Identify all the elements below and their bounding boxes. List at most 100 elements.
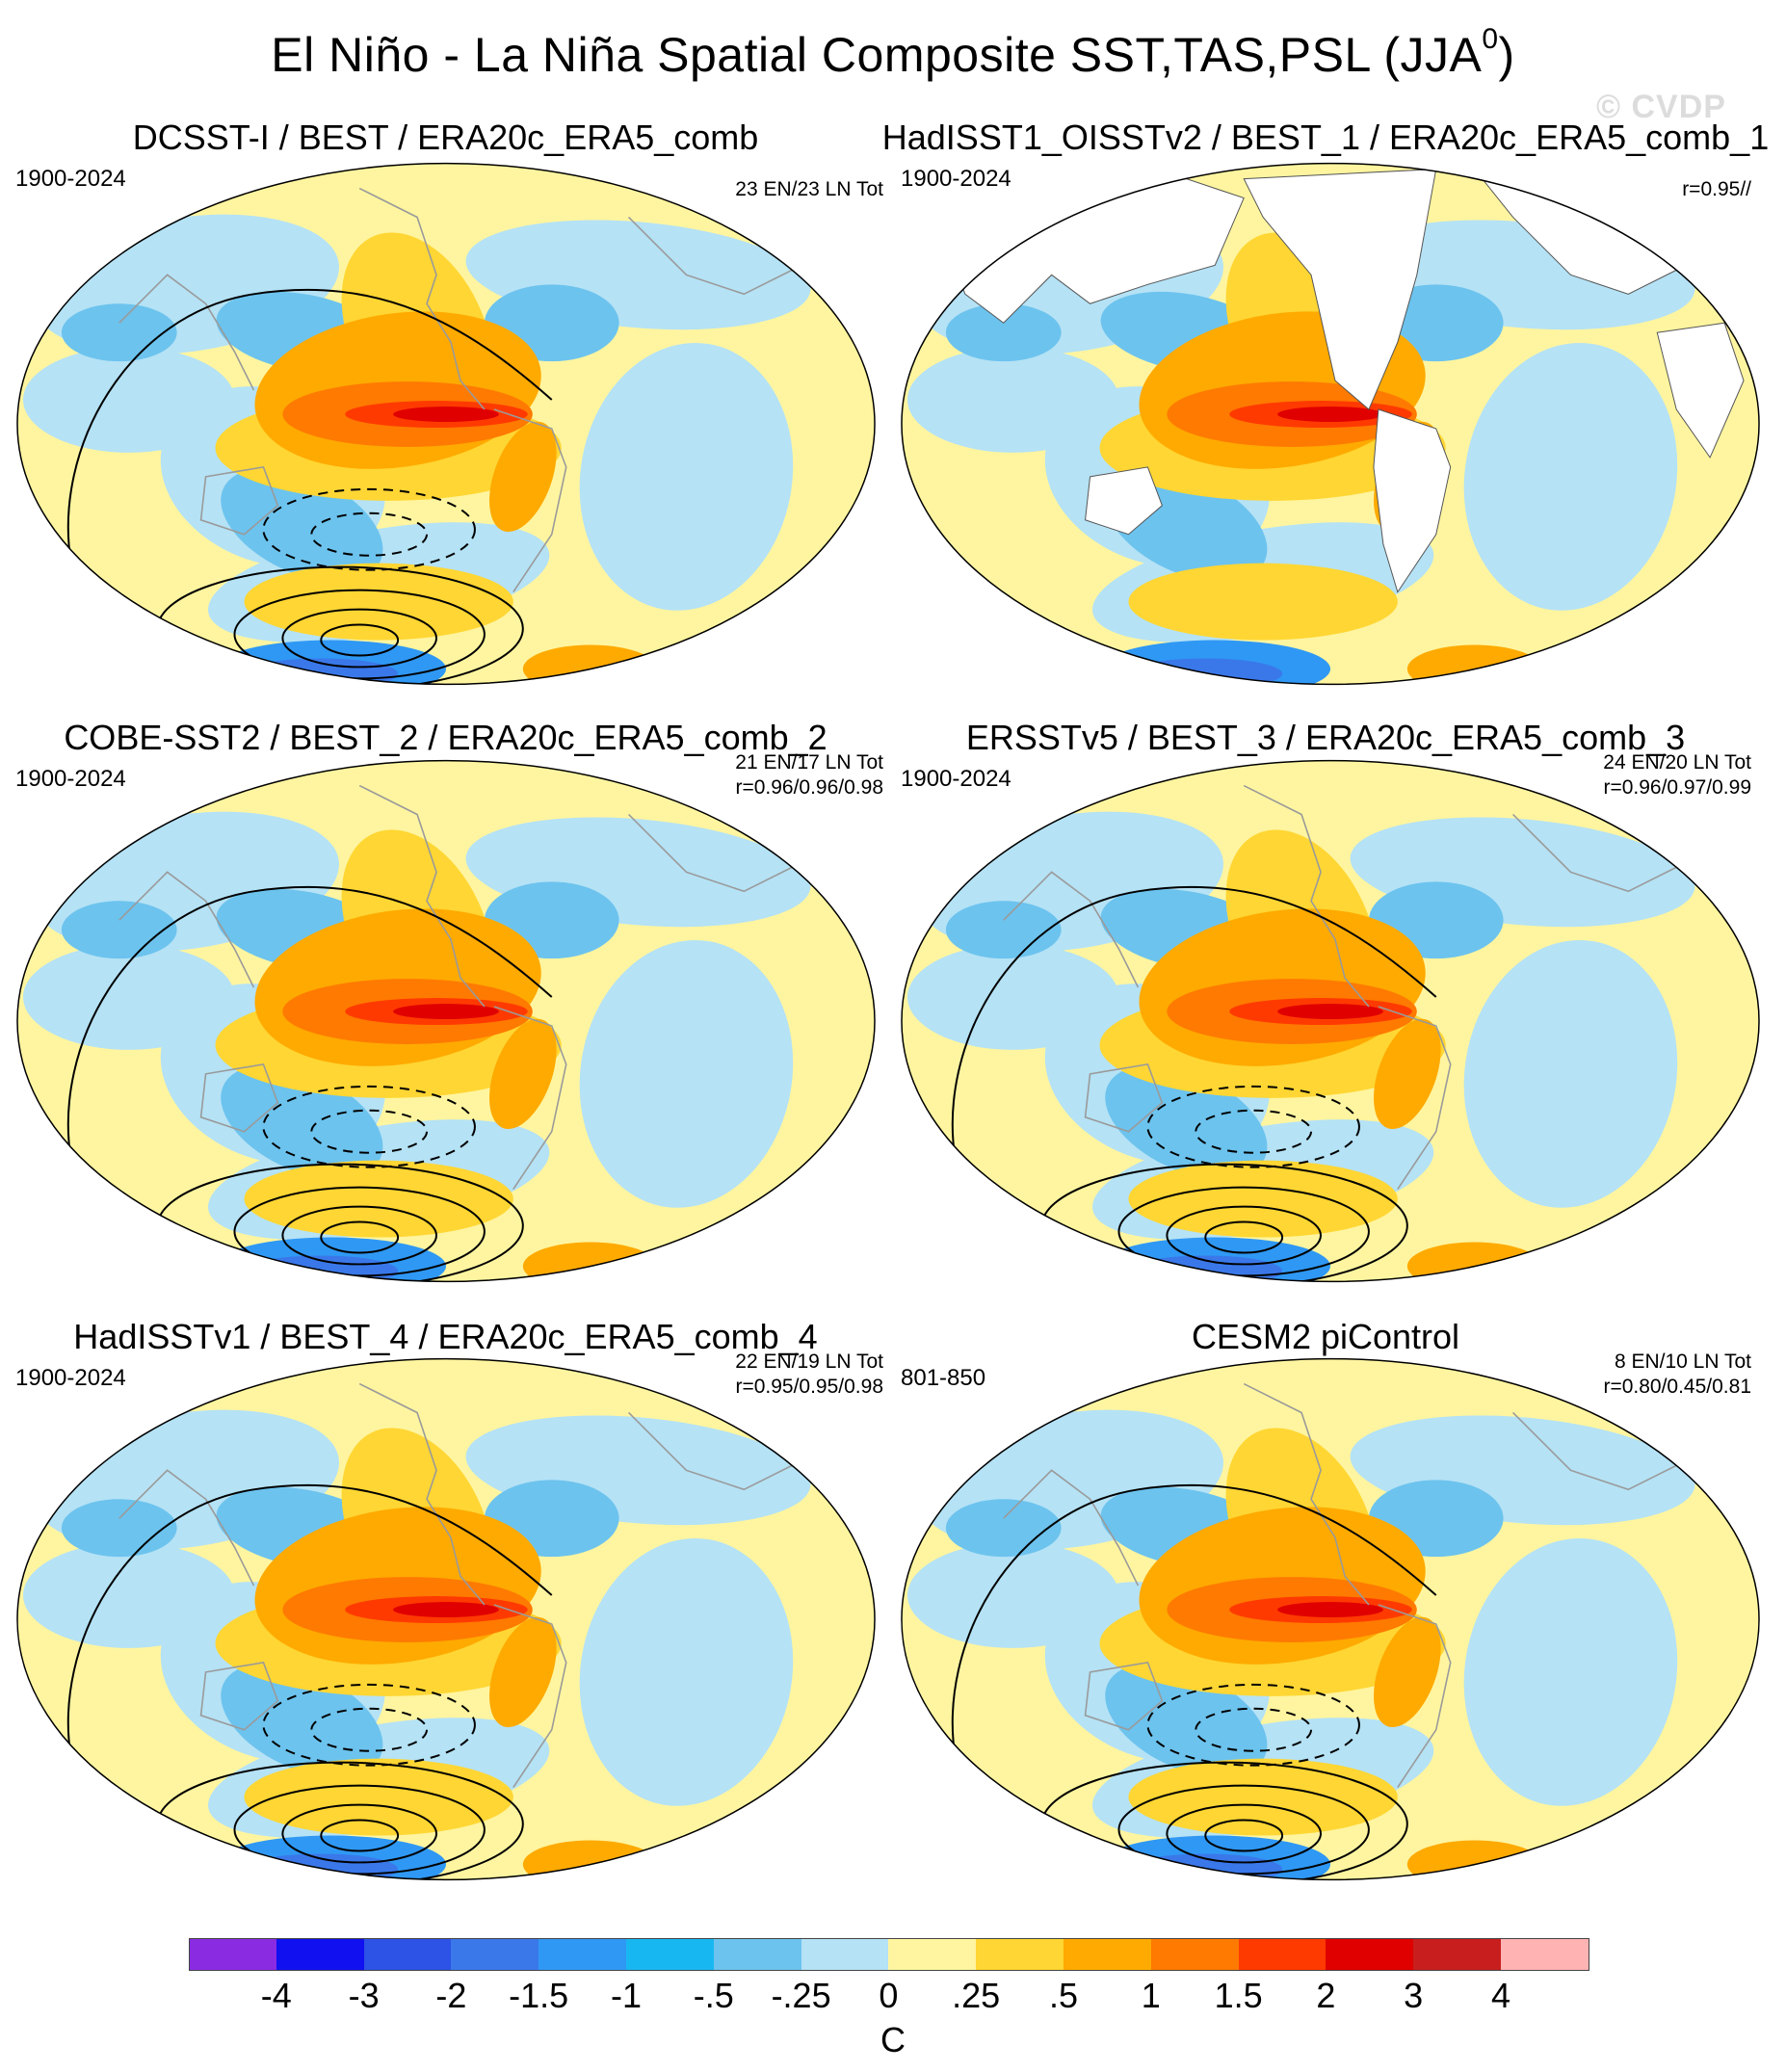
colorbar-tick-label: 2: [1316, 1976, 1336, 2015]
coastline-south-america: [493, 1006, 567, 1191]
southern-warm: [1128, 563, 1398, 641]
colorbar-swatch: [451, 1938, 539, 1971]
colorbar-swatch: [626, 1938, 715, 1971]
panel-4-map: [901, 759, 1760, 1283]
blue-patch: [61, 901, 177, 959]
colorbar-tick-label: -1: [610, 1976, 642, 2015]
panel-5-stats: 22 EN/19 LN Tot r=0.95/0.95/0.98: [735, 1351, 883, 1398]
panel-4-title: ERSSTv5 / BEST_3 / ERA20c_ERA5_comb_3: [965, 718, 1686, 757]
land-australia: [1085, 466, 1163, 536]
panel-3-stats: 21 EN/17 LN Tot r=0.96/0.96/0.98: [735, 751, 883, 799]
warm-anomaly-core: [1277, 1004, 1383, 1020]
psl-contour-positive: [1204, 1220, 1284, 1254]
blue-patch: [945, 1499, 1062, 1558]
psl-contour-zero: [66, 1483, 553, 1759]
coastline-europe: [1512, 1411, 1687, 1491]
land-south-america: [1373, 408, 1452, 593]
map-field: [16, 1358, 876, 1880]
colorbar-tick-label: -3: [348, 1976, 380, 2015]
colorbar-unit: C: [880, 2020, 906, 2059]
panel-2-map: [901, 162, 1760, 686]
southern-warm: [1128, 1758, 1398, 1836]
land-africa: [1656, 322, 1745, 459]
southern-warm: [244, 1758, 513, 1836]
map-field: [16, 760, 876, 1282]
blue-band-atlantic: [1463, 1537, 1678, 1806]
coastline-europe: [628, 813, 802, 893]
blue-band-atlantic: [579, 939, 794, 1208]
panel-6-stats: 8 EN/10 LN Tot r=0.80/0.45/0.81: [1603, 1351, 1751, 1398]
colorbar-tick-label: .25: [952, 1976, 1001, 2015]
southern-warm: [244, 1160, 513, 1238]
coastline-north-america: [358, 1382, 486, 1606]
coastlines: [118, 187, 802, 593]
blue-band-atlantic: [579, 342, 794, 611]
colorbar-tick-label: -1.5: [509, 1976, 569, 2015]
coastlines: [1003, 1382, 1687, 1789]
coastline-north-america: [358, 187, 486, 410]
coastlines: [118, 1382, 802, 1789]
panel-3-title: COBE-SST2 / BEST_2 / ERA20c_ERA5_comb_2: [64, 718, 827, 757]
map-border: [16, 162, 876, 686]
coastline-north-america: [358, 784, 486, 1008]
coastline-australia: [1084, 1063, 1164, 1133]
colorbar-swatch: [189, 1938, 277, 1971]
warm-anomaly-coast: [1374, 1616, 1441, 1728]
colorbar-tick-label: 4: [1490, 1976, 1511, 2015]
panel-2-period: 1900-2024: [901, 166, 1011, 192]
psl-contour-zero: [951, 1483, 1437, 1759]
colorbar-swatch: [363, 1938, 452, 1971]
colorbar-tick-label: -.25: [771, 1976, 831, 2015]
panel-1-period: 1900-2024: [15, 166, 126, 192]
colorbar-tick-label: 0: [879, 1976, 899, 2015]
map-field: [901, 760, 1760, 1282]
warm-anomaly-core: [393, 1004, 499, 1020]
coastline-australia: [199, 466, 279, 536]
colorbar-tick-label: .5: [1048, 1976, 1079, 2015]
colorbar-swatch: [713, 1938, 802, 1971]
blue-band-atlantic: [1463, 342, 1678, 611]
blue-band-atlantic: [1463, 939, 1678, 1208]
coastline-asia: [1003, 871, 1140, 988]
colorbar-tick-label: 1.5: [1214, 1976, 1263, 2015]
coastline-south-america: [493, 1604, 567, 1789]
map-border: [16, 759, 876, 1283]
psl-contour-zero: [951, 885, 1437, 1161]
psl-contour-negative: [262, 487, 476, 571]
colorbar-swatch: [801, 1938, 889, 1971]
coastline-south-america: [1378, 1006, 1452, 1191]
panel-6-title: CESM2 piControl: [1191, 1317, 1460, 1356]
psl-contour-positive: [1204, 1819, 1284, 1852]
coastline-north-america: [1243, 784, 1370, 1008]
psl-contour-positive: [1166, 1205, 1323, 1266]
map-border: [901, 759, 1760, 1283]
colorbar-swatch: [888, 1938, 977, 1971]
watermark: © CVDP: [1596, 89, 1726, 125]
colorbar-swatch: [1326, 1938, 1414, 1971]
coastline-south-america: [493, 408, 567, 593]
psl-contour-zero: [66, 288, 553, 564]
blue-patch: [61, 1499, 177, 1558]
panel-1-map: [16, 162, 876, 686]
map-border: [901, 1357, 1760, 1881]
panel-3-period: 1900-2024: [15, 766, 126, 792]
psl-contour-negative: [310, 511, 429, 557]
psl-contour-positive: [320, 1819, 400, 1852]
panel-6-period: 801-850: [901, 1365, 986, 1391]
warm-anomaly-core: [1277, 1602, 1383, 1618]
panel-5-period: 1900-2024: [15, 1365, 126, 1391]
colorbar-swatch: [1238, 1938, 1326, 1971]
psl-contour-positive: [281, 1803, 438, 1864]
colorbar-swatch: [1064, 1938, 1152, 1971]
coastline-south-america: [1378, 1604, 1452, 1789]
land-north-america: [1243, 169, 1437, 410]
coastline-asia: [1003, 1469, 1140, 1587]
coastline-asia: [118, 1469, 255, 1587]
coastline-europe: [1512, 813, 1687, 893]
psl-contour-negative: [262, 1683, 476, 1767]
map-field: [901, 163, 1760, 685]
coastlines: [118, 784, 802, 1191]
coastline-australia: [1084, 1662, 1164, 1731]
coastline-europe: [628, 216, 802, 296]
panel-4-stats: 24 EN/20 LN Tot r=0.96/0.97/0.99: [1603, 751, 1751, 799]
